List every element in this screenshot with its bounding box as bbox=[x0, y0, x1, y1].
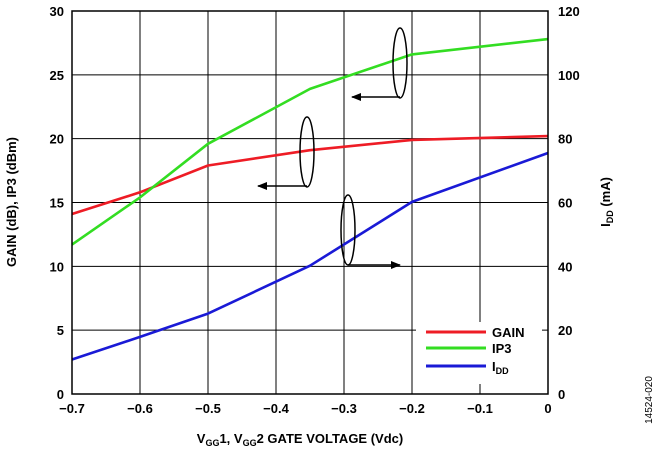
y-left-tick-label: 10 bbox=[50, 259, 64, 274]
y-left-tick-label: 5 bbox=[57, 323, 64, 338]
x-tick-label: −0.2 bbox=[399, 401, 425, 416]
y-right-tick-label: 0 bbox=[558, 387, 565, 402]
y-left-tick-label: 25 bbox=[50, 68, 64, 83]
legend-label-gain: GAIN bbox=[492, 325, 525, 340]
callout-ellipse-gain bbox=[299, 116, 315, 188]
y-right-tick-label: 80 bbox=[558, 132, 572, 147]
series-line-idd bbox=[71, 151, 549, 361]
y-left-tick-label: 0 bbox=[57, 387, 64, 402]
x-tick-label: −0.3 bbox=[331, 401, 357, 416]
callout-ellipse-ip3 bbox=[392, 27, 408, 99]
series-lines bbox=[71, 37, 549, 361]
tick-labels: −0.7 −0.6 −0.5 −0.4 −0.3 −0.2 −0.1 005101520253… bbox=[50, 4, 580, 416]
x-tick-label: −0.7 bbox=[59, 401, 85, 416]
y-left-tick-label: 30 bbox=[50, 4, 64, 19]
x-tick-label: 0 bbox=[544, 401, 551, 416]
y-right-tick-label: 40 bbox=[558, 259, 572, 274]
y-axis-label-left: GAIN (dB), IP3 (dBm) bbox=[4, 137, 19, 267]
y-right-tick-label: 100 bbox=[558, 68, 580, 83]
annotations bbox=[257, 27, 408, 269]
legend-label-ip3: IP3 bbox=[492, 341, 512, 356]
series-line-ip3 bbox=[71, 37, 549, 246]
figure-id: 14524-020 bbox=[644, 376, 655, 424]
series-line-gain bbox=[71, 134, 549, 216]
callout-ellipse-idd bbox=[340, 194, 356, 266]
x-axis-label: VGG1, VGG2 GATE VOLTAGE (Vdc) bbox=[197, 431, 403, 448]
legend-label-idd: IDD bbox=[492, 359, 509, 376]
y-axis-label-right: IDD (mA) bbox=[598, 177, 615, 227]
x-tick-label: −0.1 bbox=[467, 401, 493, 416]
x-tick-label: −0.5 bbox=[195, 401, 221, 416]
y-right-tick-label: 60 bbox=[558, 196, 572, 211]
y-right-tick-label: 120 bbox=[558, 4, 580, 19]
y-left-tick-label: 20 bbox=[50, 132, 64, 147]
plot-frame bbox=[71, 10, 549, 395]
y-right-tick-label: 20 bbox=[558, 323, 572, 338]
x-tick-label: −0.6 bbox=[127, 401, 153, 416]
legend: GAIN IP3 IDD bbox=[416, 322, 542, 384]
x-tick-label: −0.4 bbox=[263, 401, 289, 416]
y-left-tick-label: 15 bbox=[50, 196, 64, 211]
